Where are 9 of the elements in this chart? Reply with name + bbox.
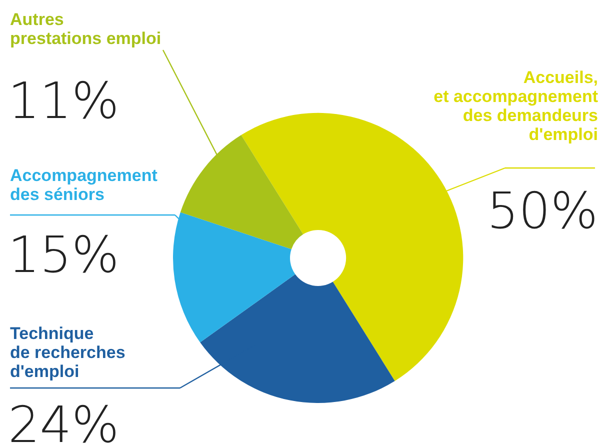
data-label: 15%	[8, 226, 120, 284]
slice-label: Technique de recherches d'emploi	[10, 324, 126, 381]
slice-label: Accueils, et accompagnement des demandeurs d'emploi	[434, 68, 598, 144]
slice-label: Autres prestations emploi	[10, 10, 162, 48]
donut-slice	[173, 212, 296, 342]
slice-label: Accompagnement des séniors	[10, 166, 158, 204]
data-label: 24%	[8, 396, 120, 444]
data-label: 11%	[8, 72, 120, 130]
data-label: 50%	[486, 182, 598, 240]
